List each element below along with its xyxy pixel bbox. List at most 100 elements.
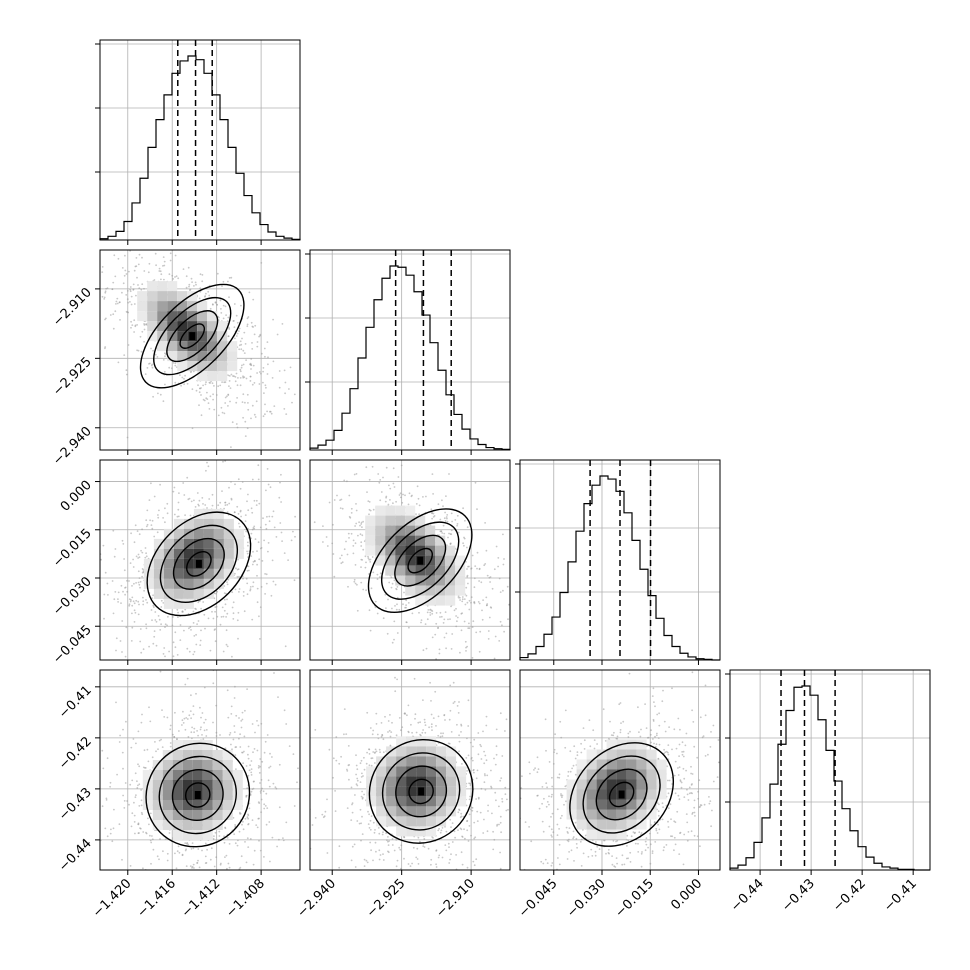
scatter-point xyxy=(129,286,132,288)
density-cell xyxy=(162,800,173,810)
scatter-point xyxy=(129,600,132,603)
scatter-point xyxy=(237,478,240,481)
scatter-point xyxy=(152,349,154,352)
scatter-point xyxy=(163,260,166,263)
scatter-point xyxy=(360,541,363,544)
scatter-point xyxy=(257,724,260,727)
scatter-point xyxy=(429,681,431,684)
scatter-point xyxy=(212,903,214,905)
density-cell xyxy=(163,538,174,549)
scatter-point xyxy=(200,607,202,610)
scatter-point xyxy=(249,586,252,588)
scatter-point xyxy=(444,511,446,514)
scatter-point xyxy=(169,745,172,748)
scatter-point xyxy=(403,712,406,715)
scatter-point xyxy=(363,793,365,796)
density-cell xyxy=(386,756,397,767)
scatter-point xyxy=(221,285,223,287)
scatter-point xyxy=(441,532,444,534)
scatter-point xyxy=(495,745,498,748)
scatter-point xyxy=(422,887,424,889)
scatter-point xyxy=(354,542,357,545)
scatter-point xyxy=(250,417,252,420)
scatter-point xyxy=(133,602,136,605)
scatter-point xyxy=(400,867,402,870)
scatter-point xyxy=(280,473,282,476)
scatter-point xyxy=(114,591,117,593)
scatter-point xyxy=(264,573,266,575)
scatter-point xyxy=(448,718,451,721)
scatter-point xyxy=(179,374,181,376)
scatter-point xyxy=(95,789,97,791)
scatter-point xyxy=(454,519,457,521)
scatter-point xyxy=(136,349,138,352)
scatter-point xyxy=(361,815,363,818)
scatter-point xyxy=(133,821,136,823)
scatter-point xyxy=(414,717,416,720)
scatter-point xyxy=(204,855,207,858)
scatter-point xyxy=(365,762,368,765)
scatter-point xyxy=(460,724,463,727)
scatter-point xyxy=(431,729,433,731)
scatter-point xyxy=(226,645,229,648)
density-cell xyxy=(405,585,416,596)
scatter-point xyxy=(338,762,341,765)
scatter-point xyxy=(261,787,263,790)
scatter-point xyxy=(212,682,215,685)
scatter-point xyxy=(412,846,415,849)
scatter-point xyxy=(125,273,128,275)
scatter-point xyxy=(202,601,205,603)
scatter-point xyxy=(431,517,433,520)
scatter-point xyxy=(216,303,218,306)
scatter-point xyxy=(143,270,146,272)
scatter-point xyxy=(297,827,299,829)
scatter-point xyxy=(382,738,385,741)
scatter-point xyxy=(466,829,469,832)
scatter-point xyxy=(456,514,459,517)
scatter-point xyxy=(159,838,161,840)
scatter-point xyxy=(355,503,357,505)
density-cell xyxy=(173,518,184,529)
density-cell xyxy=(202,790,213,800)
scatter-point xyxy=(191,281,193,283)
scatter-point xyxy=(168,832,171,834)
scatter-point xyxy=(92,751,94,753)
scatter-point xyxy=(265,386,267,389)
scatter-point xyxy=(137,263,140,266)
scatter-point xyxy=(181,719,184,722)
scatter-point xyxy=(133,582,135,585)
scatter-point xyxy=(430,723,433,726)
scatter-point xyxy=(280,531,283,534)
scatter-point xyxy=(466,526,469,529)
contour-level-0 xyxy=(407,547,433,574)
scatter-point xyxy=(147,271,150,274)
scatter-point xyxy=(400,844,403,847)
density-cell xyxy=(416,746,427,757)
scatter-point xyxy=(379,854,382,856)
panel-frame xyxy=(99,39,301,241)
scatter-point xyxy=(495,753,498,756)
scatter-point xyxy=(189,288,192,291)
scatter-point xyxy=(387,731,389,733)
panel-content xyxy=(101,250,296,448)
scatter-point xyxy=(296,781,298,784)
scatter-point xyxy=(429,609,431,611)
scatter-point xyxy=(244,841,246,843)
scatter-point xyxy=(513,580,515,582)
scatter-point xyxy=(180,384,182,387)
scatter-point xyxy=(150,482,152,485)
scatter-point xyxy=(150,524,153,526)
scatter-point xyxy=(233,697,236,699)
scatter-point xyxy=(181,611,184,613)
density-cell xyxy=(187,361,198,372)
scatter-point xyxy=(505,718,508,721)
scatter-point xyxy=(220,312,223,314)
scatter-point xyxy=(343,479,346,482)
scatter-point xyxy=(242,577,244,580)
scatter-point xyxy=(194,281,197,284)
scatter-point xyxy=(257,766,260,769)
scatter-point xyxy=(382,853,384,855)
scatter-point xyxy=(220,308,222,310)
scatter-point xyxy=(335,451,337,453)
scatter-point xyxy=(121,858,123,861)
